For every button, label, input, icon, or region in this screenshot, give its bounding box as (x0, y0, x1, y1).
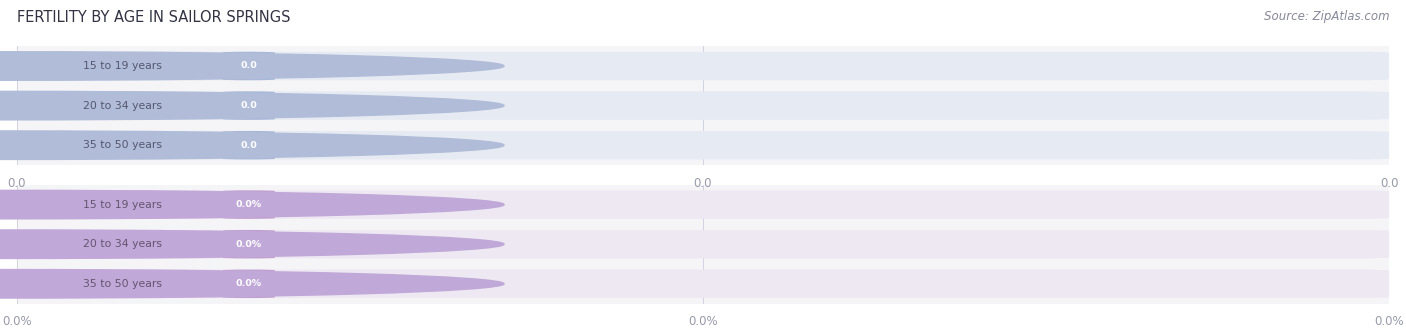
FancyBboxPatch shape (222, 91, 274, 120)
Text: 0.0: 0.0 (240, 61, 257, 71)
FancyBboxPatch shape (17, 190, 219, 219)
Text: 0.0: 0.0 (1379, 177, 1399, 189)
Text: 15 to 19 years: 15 to 19 years (83, 61, 162, 71)
FancyBboxPatch shape (17, 270, 1389, 298)
Text: 35 to 50 years: 35 to 50 years (83, 140, 162, 150)
FancyBboxPatch shape (222, 230, 274, 258)
Text: 0.0%: 0.0% (1, 315, 32, 328)
Text: 0.0%: 0.0% (236, 240, 262, 249)
Text: 0.0%: 0.0% (236, 279, 262, 288)
Text: 20 to 34 years: 20 to 34 years (83, 239, 162, 249)
FancyBboxPatch shape (17, 230, 1389, 258)
Text: 0.0: 0.0 (7, 177, 27, 189)
Circle shape (0, 190, 503, 219)
Text: 15 to 19 years: 15 to 19 years (83, 200, 162, 210)
Text: 35 to 50 years: 35 to 50 years (83, 279, 162, 289)
FancyBboxPatch shape (17, 91, 219, 120)
Circle shape (0, 91, 503, 120)
FancyBboxPatch shape (222, 131, 274, 159)
FancyBboxPatch shape (17, 131, 1389, 159)
FancyBboxPatch shape (222, 190, 274, 219)
FancyBboxPatch shape (17, 230, 219, 258)
Text: 0.0%: 0.0% (236, 200, 262, 209)
Text: 0.0: 0.0 (240, 141, 257, 150)
Circle shape (0, 230, 503, 258)
FancyBboxPatch shape (17, 131, 219, 159)
Text: 0.0: 0.0 (240, 101, 257, 110)
FancyBboxPatch shape (222, 52, 274, 80)
Text: 0.0%: 0.0% (1374, 315, 1405, 328)
Circle shape (0, 52, 503, 80)
Text: Source: ZipAtlas.com: Source: ZipAtlas.com (1264, 10, 1389, 23)
FancyBboxPatch shape (17, 52, 219, 80)
Text: 0.0%: 0.0% (688, 315, 718, 328)
Text: 20 to 34 years: 20 to 34 years (83, 101, 162, 111)
Text: FERTILITY BY AGE IN SAILOR SPRINGS: FERTILITY BY AGE IN SAILOR SPRINGS (17, 10, 291, 25)
FancyBboxPatch shape (222, 270, 274, 298)
Circle shape (0, 131, 503, 159)
FancyBboxPatch shape (17, 91, 1389, 120)
Circle shape (0, 270, 503, 298)
FancyBboxPatch shape (17, 52, 1389, 80)
FancyBboxPatch shape (17, 190, 1389, 219)
FancyBboxPatch shape (17, 270, 219, 298)
Text: 0.0: 0.0 (693, 177, 713, 189)
